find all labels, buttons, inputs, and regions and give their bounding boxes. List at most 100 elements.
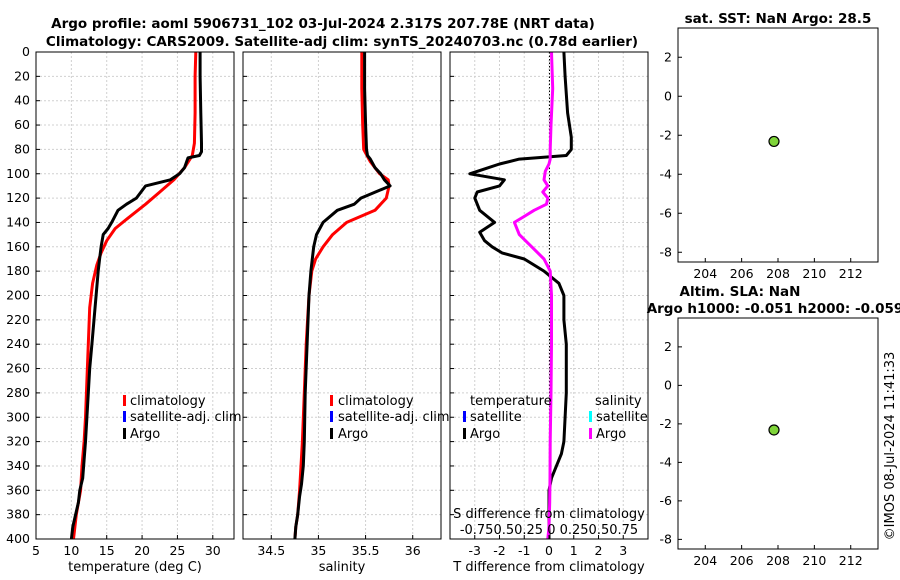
s-difference-label: S difference from climatology: [453, 507, 645, 522]
temperature-ticks: 5 10 15 20 25 3002040608010012014016018020022…: [6, 44, 221, 558]
x-tick-label: 0: [545, 543, 553, 558]
legend-s-argo-swatch: [589, 428, 592, 439]
temperature-legend: climatology satellite-adj. clim Argo: [123, 394, 242, 442]
y-tick-label: 60: [14, 117, 30, 132]
salinity-ticks: 34.5 35 35.5 36: [243, 51, 421, 558]
map-y-tick-label: -8: [660, 244, 673, 259]
sla-map-points: [768, 424, 780, 436]
y-tick-label: 320: [6, 434, 30, 449]
y-tick-label: 100: [6, 166, 30, 181]
temperature-grid: [35, 51, 234, 540]
salinity-series: [293, 52, 392, 540]
temperature-panel: 5 10 15 20 25 3002040608010012014016018020022…: [6, 44, 241, 575]
sal-legend-argo-swatch: [330, 428, 333, 439]
y-tick-label: 380: [6, 507, 30, 522]
salinity-grid: [243, 51, 441, 540]
sla-map-title-line2: Argo h1000: -0.051 h2000: -0.059: [647, 301, 900, 317]
y-tick-label: 220: [6, 312, 30, 327]
y-tick-label: 0: [22, 44, 30, 59]
sal-legend-climatology: climatology: [338, 394, 414, 409]
map-x-tick-label: 206: [730, 266, 754, 281]
temperature-series: [69, 51, 203, 540]
sla-map-panel: 204 206 208 210 212 2 0 -2 -4 -6 -8 Altim. SLA: Na…: [647, 284, 900, 568]
map-x-tick-label: 204: [693, 553, 717, 568]
sal-legend-argo: Argo: [338, 427, 368, 442]
legend-s-argo: Argo: [596, 427, 626, 442]
map-y-tick-label: 2: [664, 339, 672, 354]
x-tick-label: 30: [205, 543, 221, 558]
x-tick-label: 36: [405, 543, 421, 558]
sst-map-title: sat. SST: NaN Argo: 28.5: [685, 11, 872, 27]
sal-legend-satellite-swatch: [330, 411, 333, 422]
y-tick-label: 300: [6, 409, 30, 424]
y-tick-label: 200: [6, 288, 30, 303]
y-tick-label: 400: [6, 531, 30, 546]
legend-satellite-clim: satellite-adj. clim: [130, 410, 242, 425]
y-tick-label: 280: [6, 385, 30, 400]
legend-climatology: climatology: [130, 394, 206, 409]
map-y-tick-label: 2: [664, 49, 672, 64]
legend-satellite-swatch: [123, 411, 126, 422]
x-tick-label: 25: [169, 543, 185, 558]
legend-argo-swatch: [123, 428, 126, 439]
argo-location-marker: [768, 135, 780, 148]
map-y-tick-label: 0: [664, 88, 672, 103]
argo-s-difference-line: [512, 51, 555, 540]
salinity-panel: 34.5 35 35.5 36 salinity climatology satell…: [242, 51, 450, 575]
y-tick-label: 260: [6, 361, 30, 376]
salinity-legend: climatology satellite-adj. clim Argo: [330, 394, 450, 442]
difference-panel: -3 -2 -1 0 1 2 3 T difference from climatology…: [449, 51, 649, 575]
legend-temperature-title: temperature: [470, 394, 552, 409]
x-tick-label: 34.5: [257, 543, 285, 558]
map-y-tick-label: -8: [660, 531, 673, 546]
map-y-tick-label: -4: [660, 454, 673, 469]
sst-map-panel: 204 206 208 210 212 2 0 -2 -4 -6 -8 sat. SST: NaN …: [660, 11, 879, 281]
sal-legend-climatology-swatch: [330, 395, 333, 406]
y-tick-label: 360: [6, 482, 30, 497]
y-tick-label: 120: [6, 190, 30, 205]
legend-t-argo-swatch: [463, 428, 466, 439]
x-tick-label: 35: [310, 543, 326, 558]
x-tick-label: 10: [63, 543, 79, 558]
legend-climatology-swatch: [123, 395, 126, 406]
y-tick-label: 140: [6, 214, 30, 229]
sst-map-ticks: 204 206 208 210 212 2 0 -2 -4 -6 -8: [660, 49, 863, 281]
map-x-tick-label: 212: [839, 266, 863, 281]
x-tick-label: 5: [32, 543, 40, 558]
y-tick-label: 340: [6, 458, 30, 473]
y-tick-label: 160: [6, 239, 30, 254]
map-x-tick-label: 210: [802, 266, 826, 281]
map-y-tick-label: 0: [664, 377, 672, 392]
map-y-tick-label: -4: [660, 166, 673, 181]
legend-t-satellite: satellite: [470, 410, 522, 425]
legend-argo: Argo: [130, 427, 160, 442]
x-tick-label: 20: [134, 543, 150, 558]
difference-xlabel: T difference from climatology: [452, 560, 645, 575]
map-x-tick-label: 212: [839, 553, 863, 568]
legend-salinity-title: salinity: [595, 394, 642, 409]
legend-t-argo: Argo: [470, 427, 500, 442]
x-tick-label: 1: [570, 543, 578, 558]
x-tick-label: 2: [595, 543, 603, 558]
temperature-xlabel: temperature (deg C): [68, 560, 202, 575]
map-x-tick-label: 206: [730, 553, 754, 568]
argo-salinity-line: [293, 52, 392, 540]
argo-location-marker: [768, 424, 780, 436]
map-x-tick-label: 208: [766, 266, 790, 281]
argo-t-difference-line: [468, 51, 573, 539]
sla-map-ticks: 204 206 208 210 212 2 0 -2 -4 -6 -8: [660, 339, 863, 568]
map-x-tick-label: 210: [802, 553, 826, 568]
y-tick-label: 20: [14, 68, 30, 83]
y-tick-label: 240: [6, 336, 30, 351]
s-difference-ticks: -0.750.50.25 0 0.250.50.75: [460, 523, 638, 538]
x-tick-label: -2: [493, 543, 505, 558]
x-tick-label: -3: [469, 543, 481, 558]
figure-title-line2: Climatology: CARS2009. Satellite-adj cli…: [46, 34, 638, 50]
sst-map-points: [768, 135, 780, 148]
legend-s-satellite-swatch: [589, 411, 592, 422]
difference-series: [468, 51, 573, 540]
map-x-tick-label: 208: [766, 553, 790, 568]
legend-s-satellite: satellite: [596, 410, 648, 425]
x-tick-label: 35.5: [352, 543, 380, 558]
